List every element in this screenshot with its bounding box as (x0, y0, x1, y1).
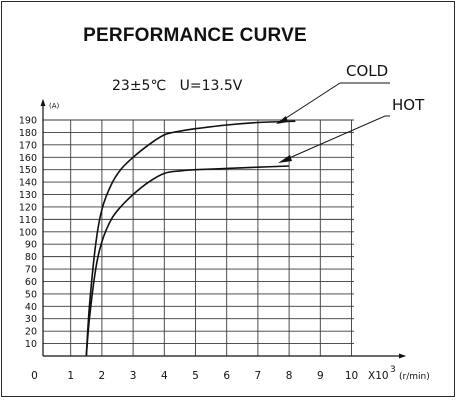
y-axis-arrow (40, 99, 46, 106)
x-multiplier-exponent: 3 (390, 365, 396, 375)
tick-labels: 1020304050607080901001101201301401501601… (19, 102, 430, 382)
x-axis-label: (r/min) (399, 372, 430, 382)
x-tick-label: 8 (286, 370, 293, 382)
y-tick-label: 180 (19, 128, 37, 139)
voltage-condition: U=13.5V (179, 78, 243, 94)
y-tick-label: 30 (25, 314, 37, 325)
hot-leader-arrow (278, 155, 292, 163)
x-tick-label: 10 (345, 370, 358, 382)
y-tick-label: 170 (19, 140, 37, 151)
y-tick-label: 150 (19, 165, 37, 176)
y-tick-label: 110 (19, 215, 37, 226)
axes (40, 99, 406, 359)
x-tick-label: 1 (67, 370, 74, 382)
x-multiplier: X10 (368, 370, 389, 382)
x-axis-arrow (399, 353, 406, 359)
cold-leader-line (282, 82, 341, 121)
y-tick-label: 80 (25, 252, 37, 263)
y-tick-label: 100 (19, 227, 37, 238)
y-tick-label: 120 (19, 202, 37, 213)
y-axis-label: (A) (49, 102, 60, 110)
y-tick-label: 160 (19, 153, 37, 164)
x-tick-label: 5 (192, 370, 199, 382)
x-tick-label: 9 (317, 370, 324, 382)
chart-title: PERFORMANCE CURVE (83, 25, 307, 46)
cold-label: COLD (346, 62, 388, 80)
x-tick-label: 7 (255, 370, 262, 382)
x-tick-label: 4 (161, 370, 168, 382)
test-conditions: 23±5℃ U=13.5V (112, 78, 251, 94)
series-lines (85, 120, 296, 357)
x-tick-label: 6 (223, 370, 230, 382)
y-tick-label: 20 (25, 327, 37, 338)
y-tick-label: 40 (25, 302, 37, 313)
cold-leader-arrow (276, 116, 288, 124)
series-line-hot (85, 165, 290, 357)
y-tick-label: 70 (25, 265, 37, 276)
y-tick-label: 10 (25, 339, 37, 350)
y-tick-label: 50 (25, 289, 37, 300)
hot-leader-line (286, 115, 386, 160)
x-tick-label: 2 (99, 370, 106, 382)
series-line-cold (85, 120, 296, 357)
hot-label: HOT (392, 96, 425, 114)
temperature-condition: 23±5℃ (112, 78, 167, 94)
x-tick-label: 3 (130, 370, 137, 382)
y-tick-label: 140 (19, 178, 37, 189)
y-tick-label: 130 (19, 190, 37, 201)
y-tick-label: 90 (25, 240, 37, 251)
y-tick-label: 60 (25, 277, 37, 288)
x-tick-label: 0 (31, 370, 38, 382)
y-tick-label: 190 (19, 116, 37, 127)
